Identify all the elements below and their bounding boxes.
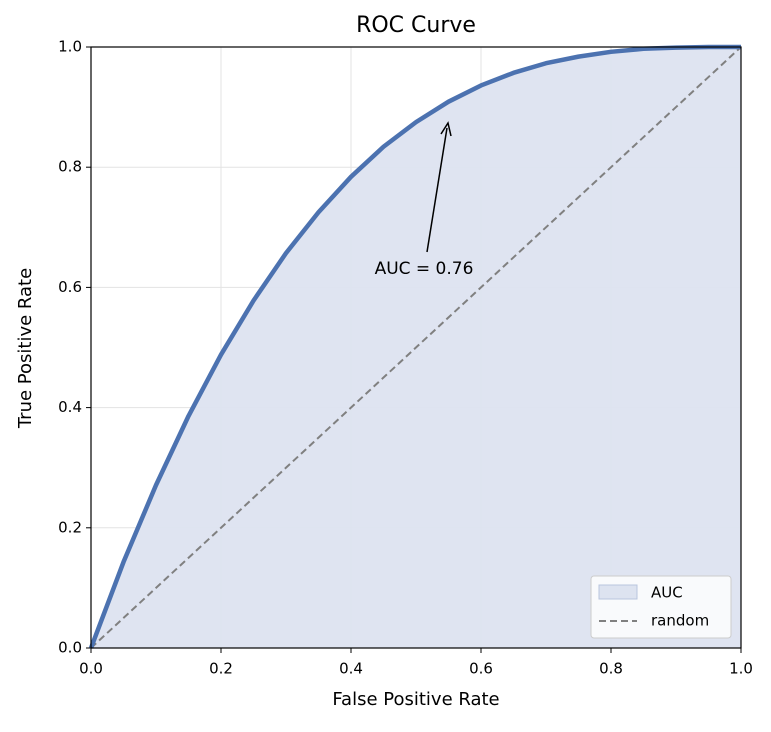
plot-frame: [90, 46, 742, 649]
chart-title: ROC Curve: [356, 13, 476, 38]
x-tick-label: 0.0: [79, 660, 103, 678]
x-tick-label: 0.6: [469, 660, 493, 678]
y-tick-label: 0.2: [58, 518, 82, 536]
legend-label: random: [651, 612, 709, 630]
y-tick-label: 0.6: [58, 278, 82, 296]
y-tick-label: 0.8: [58, 158, 82, 176]
x-tick-label: 0.2: [209, 660, 233, 678]
x-tick-label: 1.0: [729, 660, 753, 678]
y-tick-label: 1.0: [58, 38, 82, 56]
x-tick-label: 0.4: [339, 660, 363, 678]
y-tick-label: 0.0: [58, 639, 82, 657]
legend-label: AUC: [651, 584, 683, 602]
annotation: AUC = 0.76: [375, 259, 474, 279]
x-axis-label: False Positive Rate: [332, 689, 499, 710]
random-line: [90, 46, 742, 649]
legend-swatch: [598, 584, 638, 600]
y-axis-label: True Positive Rate: [15, 268, 36, 429]
annotation-arrowhead: [440, 121, 452, 137]
annotation-arrow: [426, 127, 448, 253]
y-tick-label: 0.4: [58, 398, 82, 416]
roc-curve: [88, 44, 741, 649]
x-tick-label: 0.8: [599, 660, 623, 678]
